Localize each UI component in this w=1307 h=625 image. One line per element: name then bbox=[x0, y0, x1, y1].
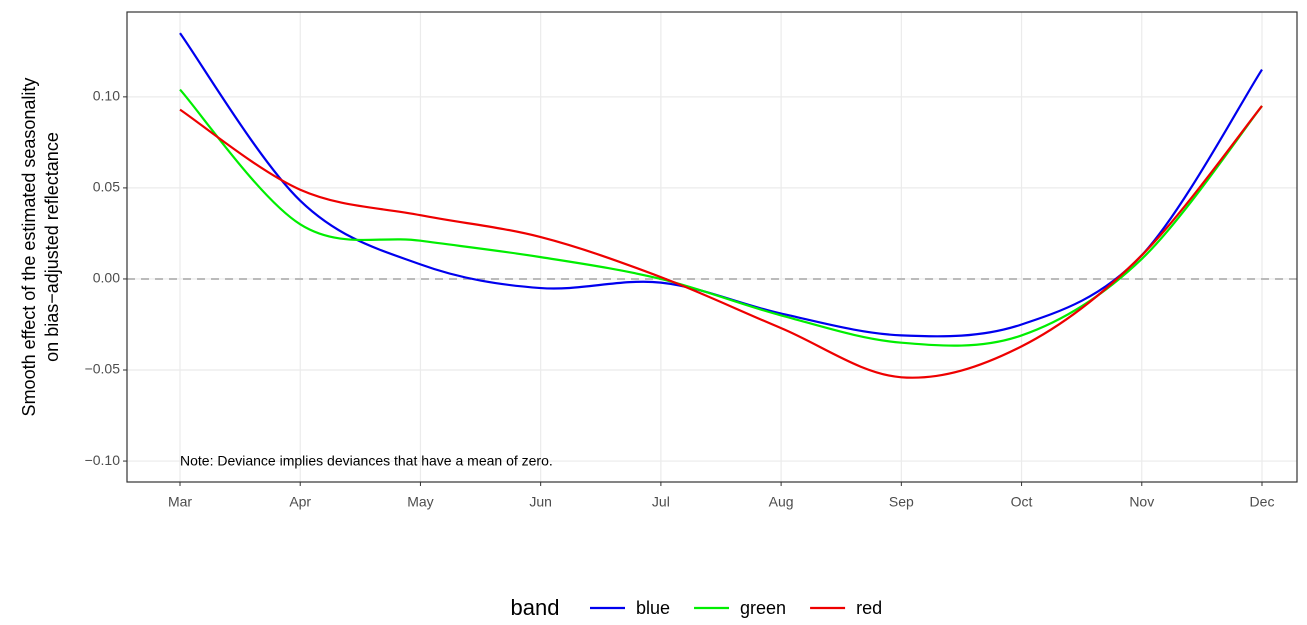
y-tick-label: 0.05 bbox=[93, 179, 120, 195]
x-tick-label: Mar bbox=[168, 494, 192, 510]
x-tick-label: Sep bbox=[889, 494, 914, 510]
x-tick-label: Aug bbox=[769, 494, 794, 510]
plot: −0.10 −0.05 0.00 0.05 0.10 Mar Apr May Jun Jul Aug… bbox=[85, 11, 1298, 510]
y-tick-label: −0.10 bbox=[85, 452, 121, 468]
annotation: Note: Deviance implies deviances that ha… bbox=[180, 453, 553, 469]
legend-label: green bbox=[740, 598, 786, 618]
legend-label: blue bbox=[636, 598, 670, 618]
y-tick-label: 0.00 bbox=[93, 270, 120, 286]
y-tick-label: 0.10 bbox=[93, 88, 120, 104]
y-tick-label: −0.05 bbox=[85, 361, 121, 377]
plot-background bbox=[127, 12, 1297, 482]
plot-border bbox=[126, 11, 1298, 483]
x-tick-label: Apr bbox=[289, 494, 311, 510]
x-tick-label: Jul bbox=[652, 494, 670, 510]
x-tick-label: Oct bbox=[1011, 494, 1033, 510]
legend-label: red bbox=[856, 598, 882, 618]
x-tick-label: Dec bbox=[1250, 494, 1275, 510]
x-tick-label: May bbox=[407, 494, 433, 510]
y-axis-label: Smooth effect of the estimated seasonali… bbox=[19, 78, 39, 417]
series-line bbox=[179, 105, 1263, 379]
legend-title: band bbox=[511, 595, 560, 620]
x-tick-label: Jun bbox=[529, 494, 552, 510]
x-tick-label: Nov bbox=[1129, 494, 1154, 510]
y-axis-label: on bias−adjusted reflectance bbox=[42, 132, 62, 362]
